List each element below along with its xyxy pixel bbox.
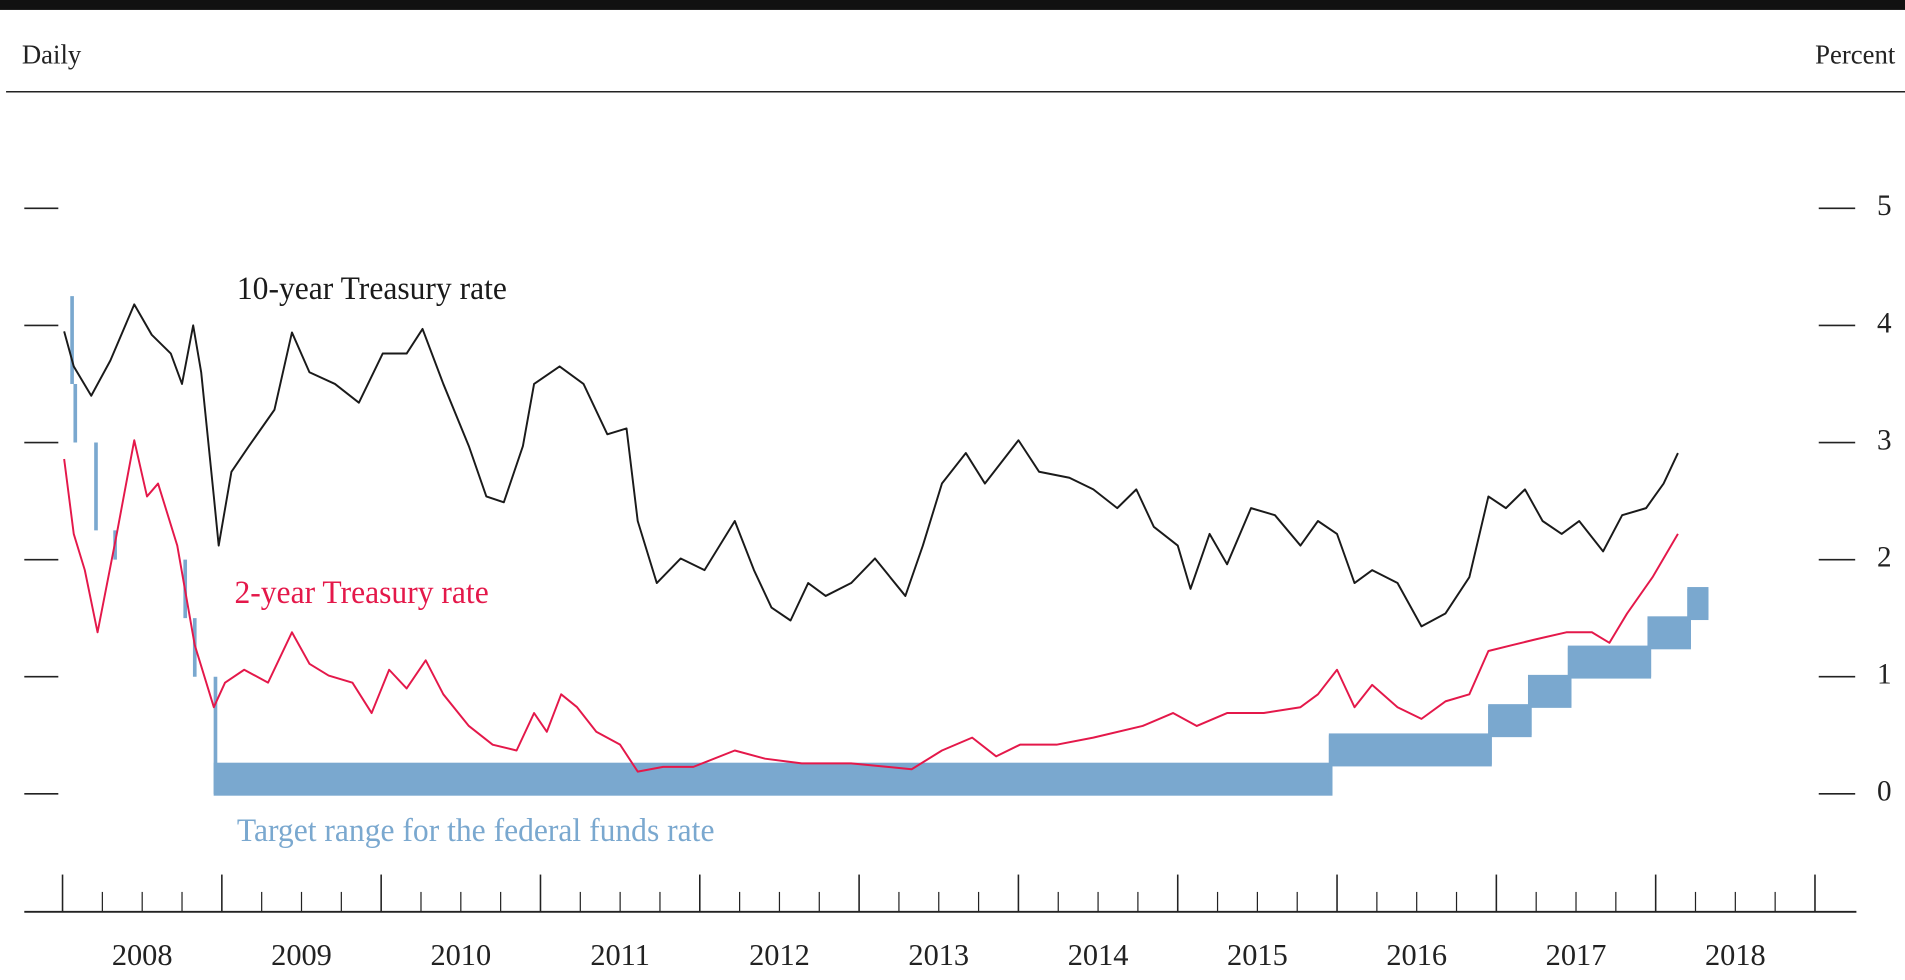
x-tick-label: 2009 [271,938,332,972]
range-step [1687,587,1709,621]
series-line [63,439,1679,773]
x-tick-label: 2013 [908,938,969,972]
x-tick-label: 2016 [1386,938,1447,972]
y-tick-label: 5 [1877,190,1892,222]
left-label: Daily [22,39,82,69]
x-tick-label: 2010 [430,938,491,972]
y-tick-label: 0 [1877,775,1892,807]
x-tick-label: 2015 [1227,938,1288,972]
range-step [1567,645,1652,679]
range-step [1647,616,1691,650]
series-label: 10-year Treasury rate [237,271,507,306]
range-step [1527,674,1572,708]
y-tick-label: 4 [1877,307,1892,339]
x-tick-label: 2011 [590,938,650,972]
x-tick-label: 2018 [1705,938,1766,972]
top-rule [0,0,1905,10]
x-tick-label: 2008 [112,938,173,972]
right-label: Percent [1815,39,1896,69]
series-line [63,303,1679,628]
series-label: 2-year Treasury rate [234,575,488,610]
x-tick-label: 2014 [1068,938,1129,972]
range-step [1488,704,1532,738]
x-tick-label: 2012 [749,938,810,972]
y-tick-label: 2 [1877,541,1892,573]
y-tick-label: 3 [1877,424,1892,456]
range-step [213,762,1333,796]
x-tick-label: 2017 [1546,938,1607,972]
y-tick-label: 1 [1877,658,1892,690]
series-label: Target range for the federal funds rate [237,813,715,848]
range-step [1328,733,1492,767]
